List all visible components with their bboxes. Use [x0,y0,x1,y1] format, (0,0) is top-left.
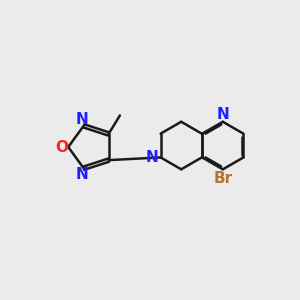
Text: Br: Br [214,171,233,186]
Text: O: O [55,140,68,154]
Text: N: N [76,112,88,127]
Text: N: N [146,150,159,165]
Text: N: N [217,107,230,122]
Text: N: N [76,167,88,182]
